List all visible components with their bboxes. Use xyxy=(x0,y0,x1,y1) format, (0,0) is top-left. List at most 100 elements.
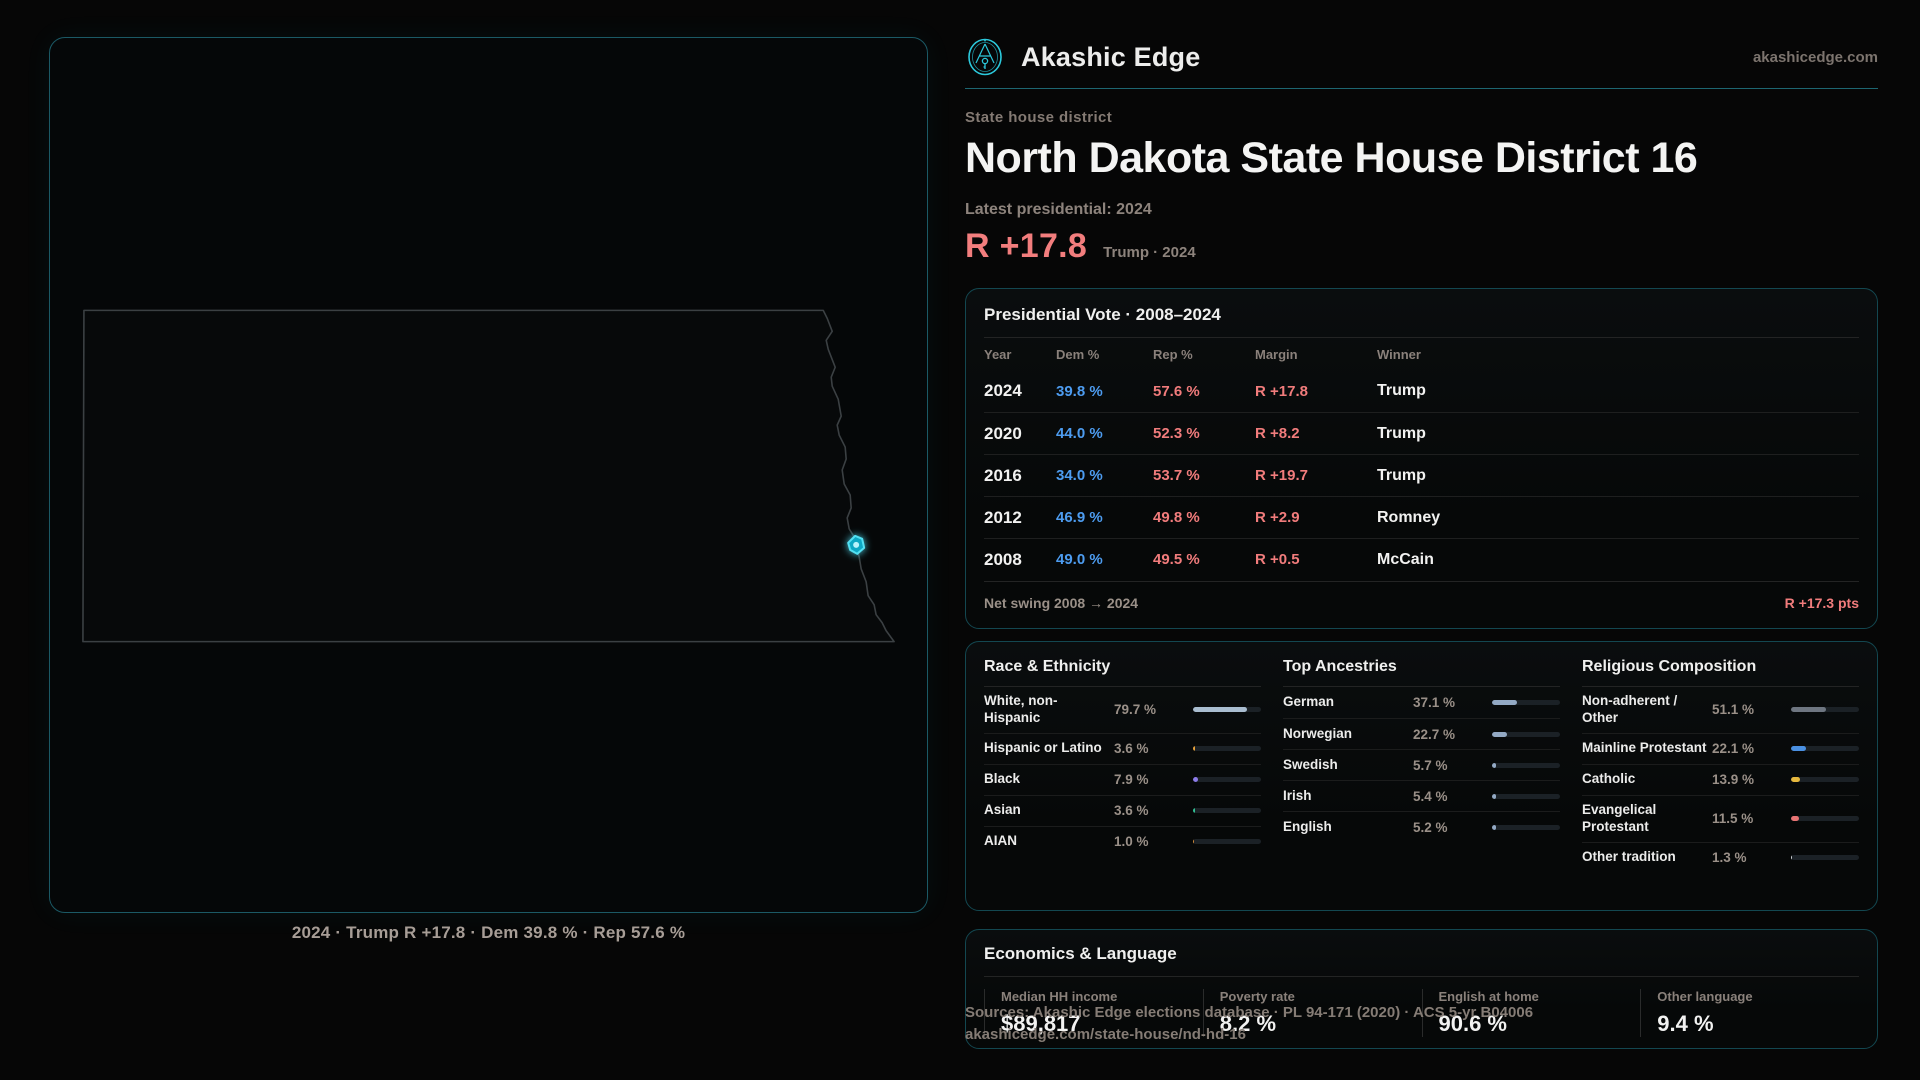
presidential-table-header: Year Dem % Rep % Margin Winner xyxy=(984,338,1859,370)
bar-fill xyxy=(1791,777,1801,783)
demographic-label: Catholic xyxy=(1582,771,1636,787)
race-ethnicity-title: Race & Ethnicity xyxy=(984,658,1261,687)
stat-value: $89,817 xyxy=(1001,1011,1081,1036)
demographic-value: 11.5 % xyxy=(1712,811,1754,827)
bar-fill xyxy=(1193,777,1199,783)
bar-track xyxy=(1791,855,1859,860)
cell-year: 2016 xyxy=(984,465,1022,485)
demographic-value: 5.4 % xyxy=(1413,788,1448,804)
stat-label: Other language xyxy=(1657,989,1753,1004)
race-ethnicity-column: Race & Ethnicity White, non-Hispanic 79.… xyxy=(984,658,1261,873)
demographic-value: 79.7 % xyxy=(1114,702,1157,718)
margin-context: Trump · 2024 xyxy=(1103,244,1196,261)
demographic-row: Other tradition 1.3 % xyxy=(1582,841,1859,873)
cell-winner: Romney xyxy=(1377,508,1441,526)
cell-dem-pct: 39.8 % xyxy=(1056,382,1103,400)
race-ethnicity-list: White, non-Hispanic 79.7 % Hispanic or L… xyxy=(984,687,1261,857)
col-winner: Winner xyxy=(1377,346,1421,362)
page-title: North Dakota State House District 16 xyxy=(965,134,1698,182)
stat-label: Poverty rate xyxy=(1219,989,1295,1004)
religion-column: Religious Composition Non-adherent / Oth… xyxy=(1582,658,1859,873)
cell-year: 2020 xyxy=(984,423,1022,443)
district-map-card xyxy=(49,37,928,913)
source-url-link[interactable]: akashicedge.com/state-house/nd-hd-16 xyxy=(965,1025,1246,1043)
demographic-value: 1.0 % xyxy=(1114,834,1149,850)
bar-fill xyxy=(1492,762,1496,768)
demographic-row: Norwegian 22.7 % xyxy=(1283,718,1560,749)
demographic-row: Non-adherent / Other 51.1 % xyxy=(1582,687,1859,733)
cell-dem-pct: 34.0 % xyxy=(1056,467,1103,484)
detail-panel: Akashic Edge akashicedge.com State house… xyxy=(965,0,1878,1049)
stat-label: Median HH income xyxy=(1001,989,1118,1004)
demographic-label: Norwegian xyxy=(1283,725,1353,741)
demographic-label: English xyxy=(1283,818,1332,834)
bar-fill xyxy=(1791,855,1792,860)
bar-fill xyxy=(1791,707,1826,713)
bar-track xyxy=(1193,839,1261,845)
demographic-value: 22.1 % xyxy=(1712,741,1755,757)
cell-margin: R +17.8 xyxy=(1255,382,1308,400)
cell-dem-pct: 49.0 % xyxy=(1056,551,1103,568)
demographic-row: White, non-Hispanic 79.7 % xyxy=(984,687,1261,733)
presidential-table-row: 2008 49.0 % 49.5 % R +0.5 McCain xyxy=(984,538,1859,580)
demographic-value: 1.3 % xyxy=(1712,850,1747,865)
col-rep: Rep % xyxy=(1153,346,1193,362)
religion-title: Religious Composition xyxy=(1582,658,1859,687)
brand-name: Akashic Edge xyxy=(1021,41,1201,72)
brand-domain-link[interactable]: akashicedge.com xyxy=(1752,48,1878,66)
demographic-row: Catholic 13.9 % xyxy=(1582,763,1859,795)
presidential-table-row: 2016 34.0 % 53.7 % R +19.7 Trump xyxy=(984,454,1859,496)
economics-card-title: Economics & Language xyxy=(984,944,1859,977)
state-outline xyxy=(82,309,895,643)
demographic-value: 5.2 % xyxy=(1413,819,1448,835)
economics-card: Economics & Language Median HH income $8… xyxy=(965,929,1878,1049)
demographic-label: Evangelical Protestant xyxy=(1582,801,1657,834)
bar-fill xyxy=(1492,700,1518,705)
demographic-row: Irish 5.4 % xyxy=(1283,780,1560,811)
bar-fill xyxy=(1791,746,1807,752)
demographic-row: Asian 3.6 % xyxy=(984,794,1261,826)
col-dem: Dem % xyxy=(1056,346,1100,362)
cell-winner: Trump xyxy=(1377,382,1426,399)
cell-rep-pct: 49.8 % xyxy=(1153,509,1200,526)
demographic-label: Swedish xyxy=(1283,756,1338,772)
bar-track xyxy=(1791,816,1859,822)
district-type-kicker: State house district xyxy=(965,109,1113,126)
presidential-table-row: 2024 39.8 % 57.6 % R +17.8 Trump xyxy=(984,370,1859,412)
bar-track xyxy=(1193,707,1261,713)
bar-track xyxy=(1193,777,1261,783)
cell-winner: Trump xyxy=(1377,466,1426,484)
demographic-row: Mainline Protestant 22.1 % xyxy=(1582,732,1859,764)
cell-winner: Trump xyxy=(1377,424,1426,442)
bar-fill xyxy=(1492,731,1508,737)
demographic-row: German 37.1 % xyxy=(1283,687,1560,718)
demographic-value: 7.9 % xyxy=(1114,772,1149,788)
bar-track xyxy=(1492,793,1560,799)
cell-rep-pct: 52.3 % xyxy=(1153,425,1200,442)
demographic-row: Hispanic or Latino 3.6 % xyxy=(984,732,1261,764)
cell-dem-pct: 44.0 % xyxy=(1056,425,1103,442)
stat-cell: English at home 90.6 % xyxy=(1421,989,1641,1037)
akashic-edge-logo-icon xyxy=(968,38,1002,76)
demographic-row: AIAN 1.0 % xyxy=(984,825,1261,857)
cell-margin: R +2.9 xyxy=(1255,509,1300,526)
cell-margin: R +8.2 xyxy=(1255,425,1300,442)
demographic-label: White, non-Hispanic xyxy=(984,693,1058,725)
bar-track xyxy=(1193,808,1261,814)
bar-track xyxy=(1492,731,1560,737)
cell-rep-pct: 57.6 % xyxy=(1153,382,1200,400)
header-divider xyxy=(965,88,1878,89)
district-16-core xyxy=(853,541,860,548)
bar-track xyxy=(1492,824,1560,830)
demographic-value: 51.1 % xyxy=(1712,702,1755,718)
demographic-row: Evangelical Protestant 11.5 % xyxy=(1582,794,1859,842)
demographics-card: Race & Ethnicity White, non-Hispanic 79.… xyxy=(965,641,1878,911)
bar-track xyxy=(1791,746,1859,752)
presidential-card-title: Presidential Vote · 2008–2024 xyxy=(984,305,1859,338)
demographic-value: 22.7 % xyxy=(1413,726,1456,742)
cell-margin: R +0.5 xyxy=(1255,551,1300,568)
bar-track xyxy=(1492,762,1560,768)
demographic-value: 5.7 % xyxy=(1413,757,1448,773)
stat-cell: Other language 9.4 % xyxy=(1640,989,1859,1037)
bar-fill xyxy=(1791,816,1799,822)
